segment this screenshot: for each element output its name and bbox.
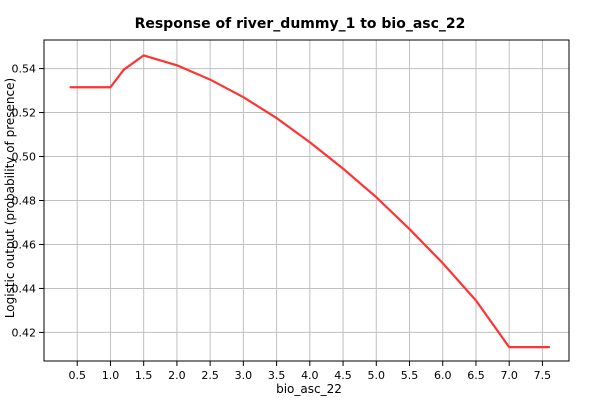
x-tick-label-7: 4.0	[301, 369, 319, 382]
x-tick-label-4: 2.5	[201, 369, 219, 382]
y-tick-label-4: 0.50	[12, 151, 37, 164]
ticks: 0.5 1.0 1.5 2.0 2.5 3.0 3.5 4.0 4.5 5.0 5.5 6.0 6.5 7…	[12, 63, 552, 382]
x-tick-label-12: 6.5	[467, 369, 485, 382]
x-tick-label-10: 5.5	[401, 369, 419, 382]
x-tick-label-0: 0.5	[68, 369, 86, 382]
x-tick-label-3: 2.0	[168, 369, 186, 382]
y-tick-label-1: 0.44	[12, 282, 37, 295]
x-tick-label-14: 7.5	[534, 369, 552, 382]
x-tick-label-9: 5.0	[368, 369, 386, 382]
x-tick-label-2: 1.5	[135, 369, 153, 382]
chart-title: Response of river_dummy_1 to bio_asc_22	[135, 16, 466, 32]
y-tick-label-5: 0.52	[12, 107, 37, 120]
x-tick-label-6: 3.5	[268, 369, 286, 382]
x-axis-label: bio_asc_22	[276, 382, 342, 396]
grid	[44, 40, 569, 361]
x-tick-label-13: 7.0	[500, 369, 518, 382]
series	[69, 54, 551, 349]
y-tick-label-6: 0.54	[12, 63, 37, 76]
x-tick-label-11: 6.0	[434, 369, 452, 382]
x-tick-label-5: 3.0	[235, 369, 253, 382]
y-tick-label-2: 0.46	[12, 238, 37, 251]
y-tick-label-0: 0.42	[12, 326, 37, 339]
y-axis-label: Logistic output (probability of presence…	[3, 78, 17, 318]
series-line-0	[69, 54, 551, 349]
x-tick-label-8: 4.5	[334, 369, 352, 382]
y-tick-label-3: 0.48	[12, 195, 37, 208]
x-tick-label-1: 1.0	[102, 369, 120, 382]
